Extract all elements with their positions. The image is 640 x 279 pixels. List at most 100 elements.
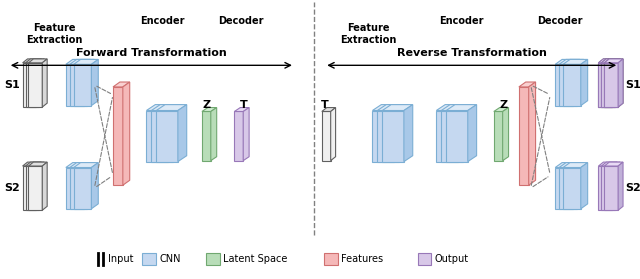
- Polygon shape: [612, 162, 617, 210]
- Text: Z: Z: [202, 100, 211, 110]
- Polygon shape: [563, 64, 580, 105]
- Polygon shape: [378, 105, 408, 110]
- Text: Reverse Transformation: Reverse Transformation: [397, 49, 547, 58]
- Polygon shape: [22, 166, 36, 210]
- Polygon shape: [602, 63, 615, 107]
- Polygon shape: [156, 110, 178, 162]
- Polygon shape: [84, 163, 90, 209]
- Polygon shape: [618, 162, 623, 210]
- Polygon shape: [604, 59, 623, 63]
- Polygon shape: [502, 108, 509, 161]
- Polygon shape: [556, 64, 573, 105]
- Polygon shape: [66, 59, 90, 64]
- Polygon shape: [458, 105, 467, 162]
- Polygon shape: [123, 82, 130, 185]
- Polygon shape: [494, 108, 509, 112]
- Polygon shape: [382, 105, 413, 110]
- Polygon shape: [113, 87, 123, 185]
- Polygon shape: [26, 63, 39, 107]
- Polygon shape: [173, 105, 182, 162]
- FancyBboxPatch shape: [143, 253, 156, 265]
- Polygon shape: [202, 112, 211, 161]
- Polygon shape: [615, 162, 620, 210]
- Polygon shape: [577, 163, 584, 209]
- Polygon shape: [113, 82, 130, 87]
- Polygon shape: [66, 167, 84, 209]
- Polygon shape: [615, 59, 620, 107]
- Polygon shape: [74, 167, 92, 209]
- Polygon shape: [573, 59, 580, 105]
- Polygon shape: [243, 108, 249, 161]
- Polygon shape: [66, 64, 84, 105]
- Polygon shape: [147, 110, 168, 162]
- Polygon shape: [602, 59, 620, 63]
- Polygon shape: [39, 59, 44, 107]
- Polygon shape: [147, 105, 177, 110]
- Polygon shape: [436, 110, 458, 162]
- Polygon shape: [66, 163, 90, 167]
- Polygon shape: [598, 63, 612, 107]
- Polygon shape: [74, 163, 99, 167]
- Polygon shape: [563, 167, 580, 209]
- Polygon shape: [378, 110, 399, 162]
- Text: Feature
Extraction: Feature Extraction: [26, 23, 82, 45]
- Polygon shape: [604, 63, 618, 107]
- Polygon shape: [372, 110, 394, 162]
- Polygon shape: [618, 59, 623, 107]
- Text: Features: Features: [341, 254, 383, 264]
- Polygon shape: [463, 105, 472, 162]
- Polygon shape: [156, 105, 187, 110]
- Polygon shape: [598, 59, 617, 63]
- Polygon shape: [598, 63, 612, 107]
- Polygon shape: [577, 59, 584, 105]
- Polygon shape: [178, 105, 187, 162]
- Polygon shape: [441, 110, 463, 162]
- Polygon shape: [70, 167, 88, 209]
- Polygon shape: [331, 108, 335, 161]
- Text: S2: S2: [4, 183, 20, 193]
- Polygon shape: [563, 163, 588, 167]
- Polygon shape: [519, 87, 529, 185]
- Polygon shape: [322, 112, 331, 161]
- Polygon shape: [372, 105, 403, 110]
- Polygon shape: [556, 59, 580, 64]
- Text: Forward Transformation: Forward Transformation: [76, 49, 227, 58]
- Polygon shape: [29, 63, 42, 107]
- Polygon shape: [88, 163, 94, 209]
- Polygon shape: [29, 166, 42, 210]
- Polygon shape: [573, 163, 580, 209]
- Polygon shape: [84, 59, 90, 105]
- Polygon shape: [70, 163, 94, 167]
- Text: Output: Output: [435, 254, 468, 264]
- Polygon shape: [29, 59, 47, 63]
- Polygon shape: [322, 108, 335, 112]
- FancyBboxPatch shape: [324, 253, 338, 265]
- Polygon shape: [26, 59, 44, 63]
- Polygon shape: [602, 59, 620, 63]
- Polygon shape: [22, 162, 41, 166]
- Text: Encoder: Encoder: [140, 16, 184, 26]
- Text: T: T: [240, 100, 248, 110]
- Polygon shape: [604, 162, 623, 166]
- Polygon shape: [70, 59, 94, 64]
- Text: S1: S1: [625, 80, 640, 90]
- Polygon shape: [29, 162, 47, 166]
- Polygon shape: [74, 64, 92, 105]
- Polygon shape: [604, 166, 618, 210]
- Polygon shape: [494, 112, 502, 161]
- FancyBboxPatch shape: [418, 253, 431, 265]
- Polygon shape: [618, 59, 623, 107]
- Polygon shape: [612, 59, 617, 107]
- Polygon shape: [234, 112, 243, 161]
- Polygon shape: [529, 82, 536, 185]
- Polygon shape: [598, 166, 612, 210]
- FancyBboxPatch shape: [206, 253, 220, 265]
- Polygon shape: [42, 162, 47, 210]
- Polygon shape: [151, 110, 173, 162]
- Polygon shape: [598, 162, 617, 166]
- Polygon shape: [519, 82, 536, 87]
- Text: Feature
Extraction: Feature Extraction: [340, 23, 397, 45]
- Polygon shape: [602, 63, 615, 107]
- Polygon shape: [394, 105, 403, 162]
- Polygon shape: [598, 59, 617, 63]
